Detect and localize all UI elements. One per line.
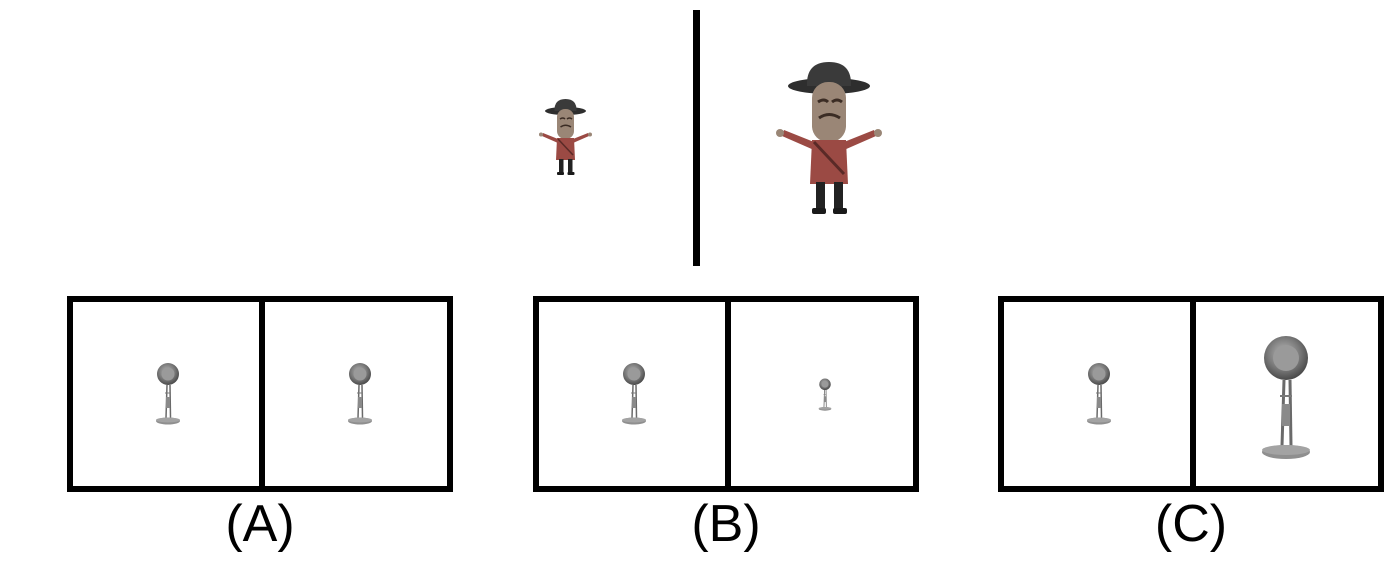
cowboy-character-large-icon — [774, 56, 884, 216]
panel-b-separator — [725, 302, 731, 486]
lamp-icon — [1256, 334, 1316, 464]
top-divider — [693, 10, 700, 266]
panel-b-right — [731, 302, 913, 486]
panel-c-separator — [1190, 302, 1196, 486]
panel-b — [533, 296, 919, 492]
panel-a-label: (A) — [225, 495, 295, 553]
panel-a-separator — [259, 302, 265, 486]
lamp-icon — [345, 362, 375, 427]
panel-a-left — [73, 302, 259, 486]
panel-a — [67, 296, 453, 492]
cowboy-character-small-icon — [538, 96, 593, 176]
panel-c-right — [1196, 302, 1378, 486]
panel-a-right — [265, 302, 447, 486]
lamp-icon — [1084, 362, 1114, 427]
panel-c-label: (C) — [1154, 495, 1228, 553]
panel-c — [998, 296, 1384, 492]
panel-b-label: (B) — [691, 495, 761, 553]
lamp-icon — [817, 378, 833, 412]
panel-c-left — [1004, 302, 1190, 486]
panel-b-left — [539, 302, 725, 486]
lamp-icon — [153, 362, 183, 427]
lamp-icon — [619, 362, 649, 427]
